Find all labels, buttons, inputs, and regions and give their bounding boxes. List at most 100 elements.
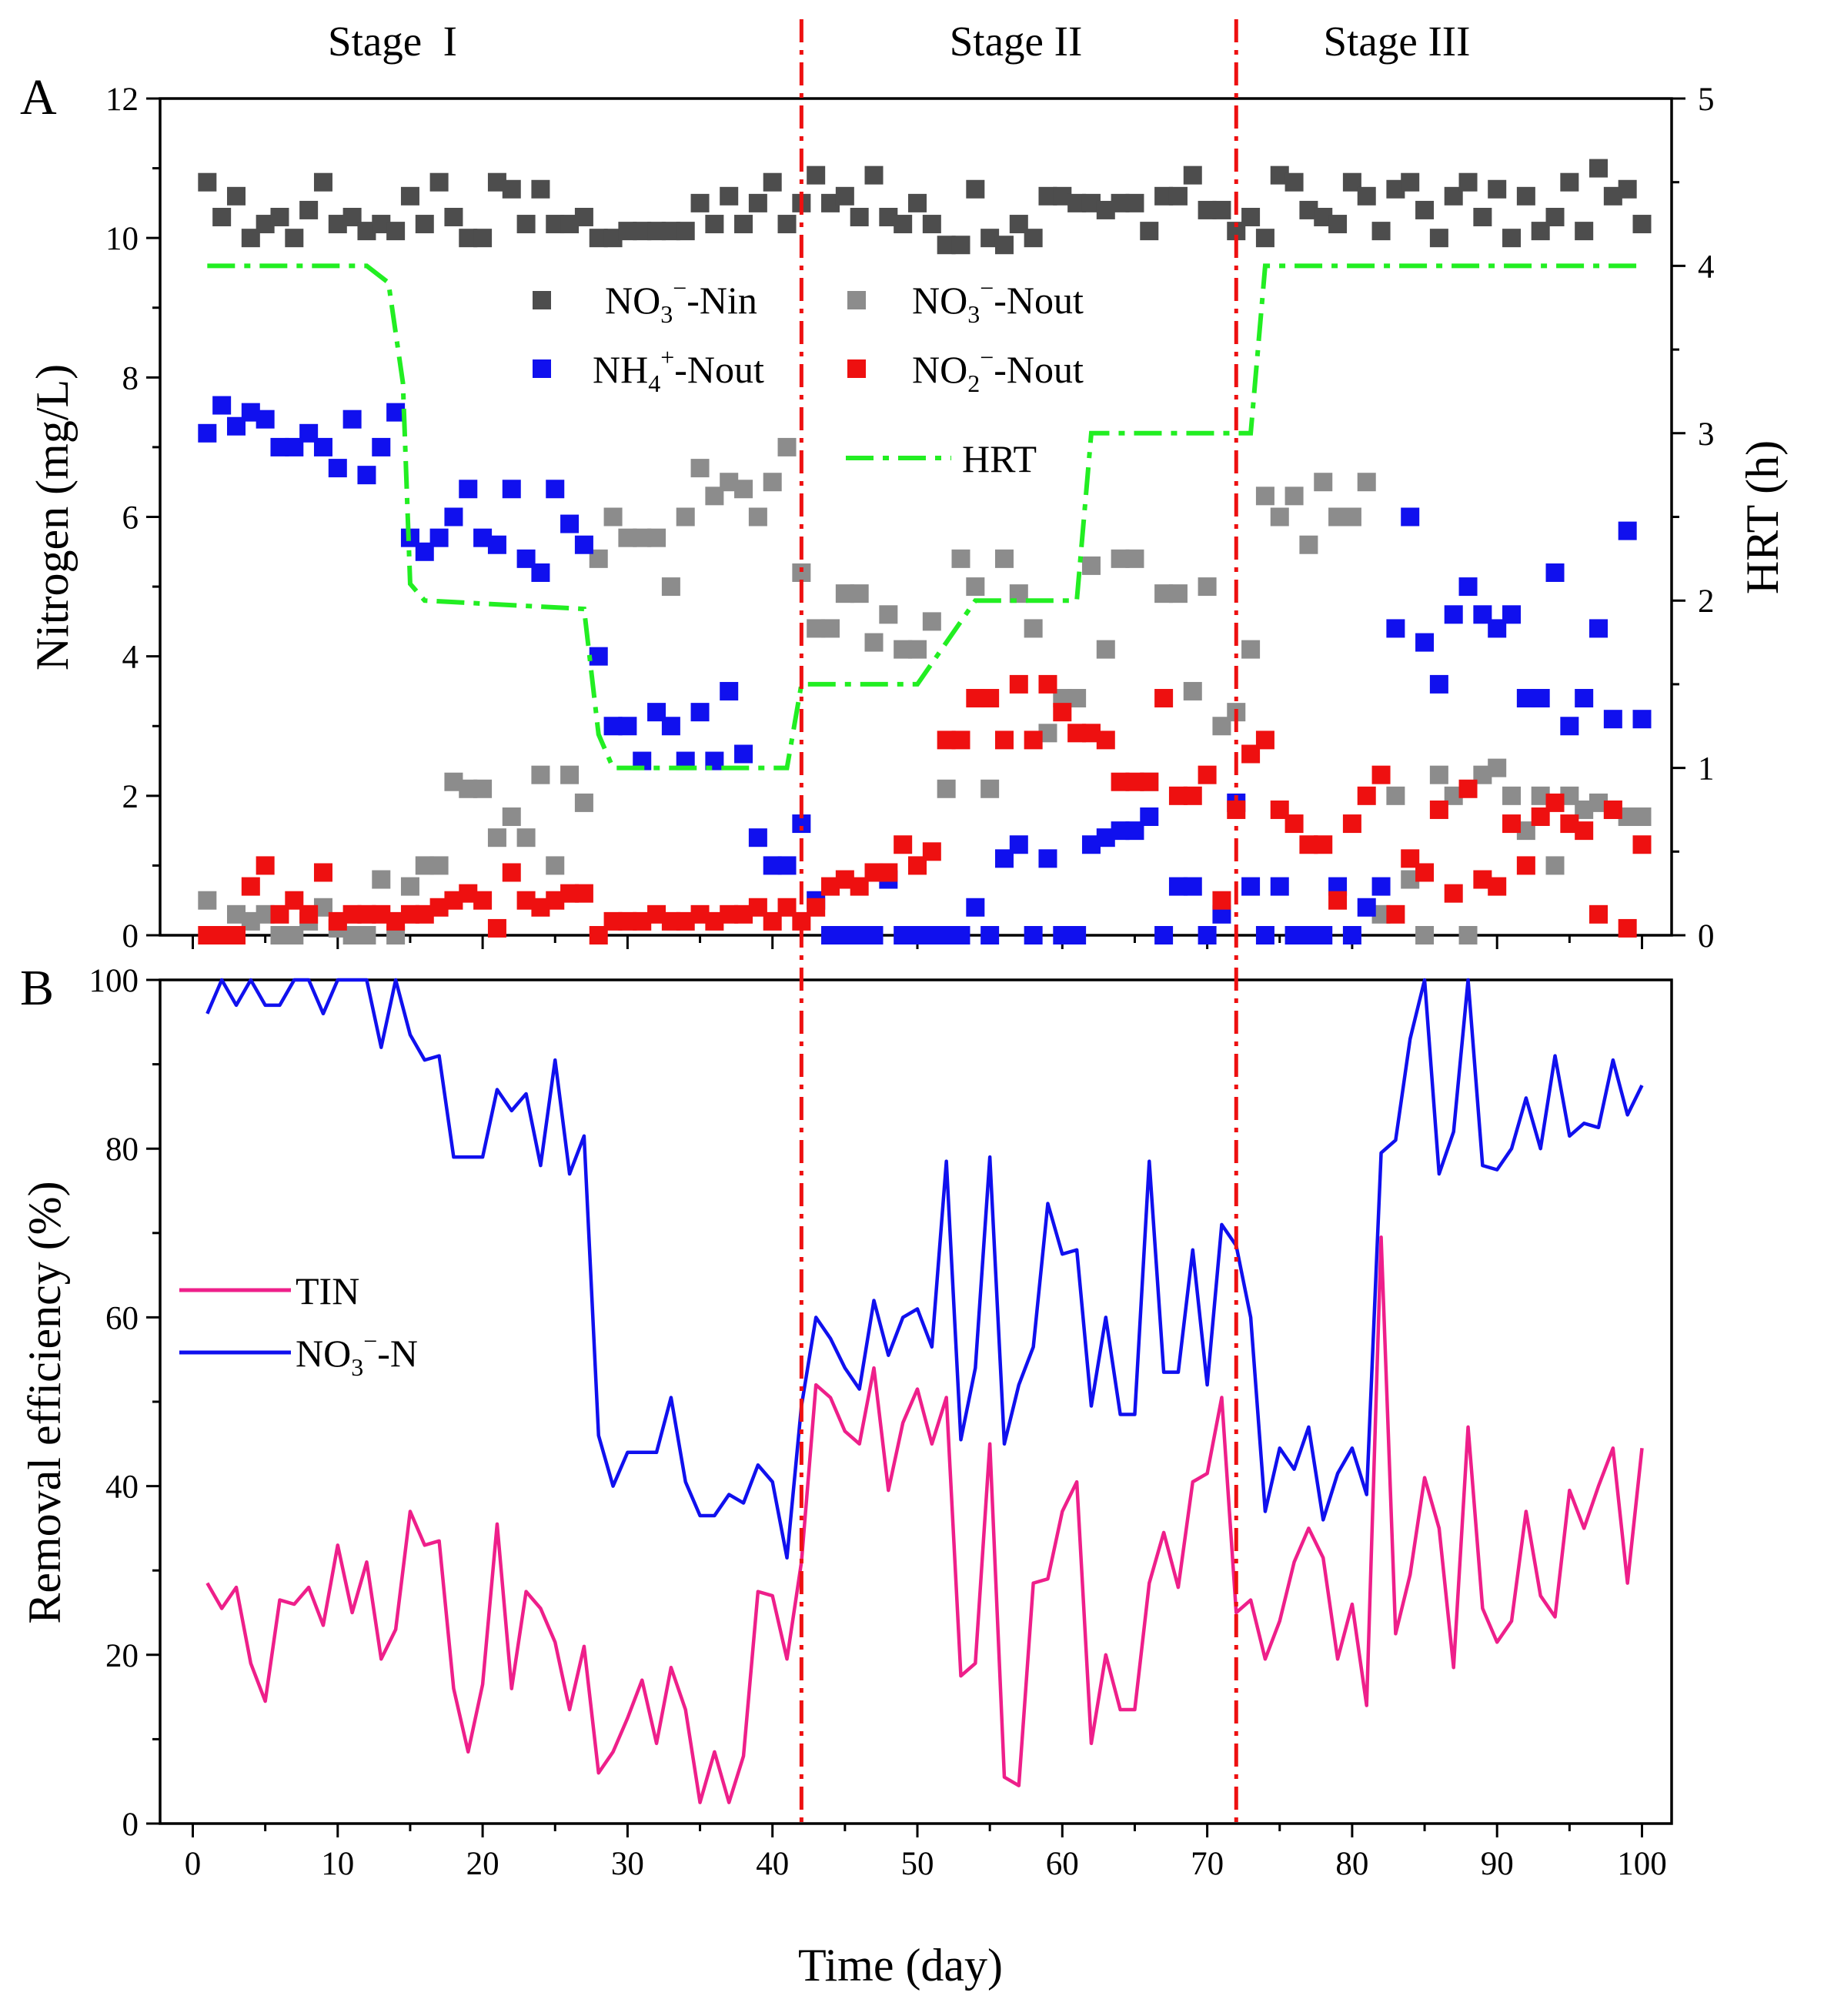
legend-label-nout: NO3−-Nout bbox=[912, 274, 1084, 328]
point-no2 bbox=[226, 926, 246, 944]
point-nh4 bbox=[589, 647, 608, 666]
point-no2 bbox=[807, 898, 826, 917]
point-no2 bbox=[1009, 674, 1028, 694]
point-nout bbox=[1299, 535, 1318, 554]
point-nout bbox=[560, 765, 580, 784]
point-nin bbox=[516, 215, 536, 234]
point-nout bbox=[850, 584, 869, 603]
panel-a-legend: NO3−-Nin NO3−-Nout NH4+-Nout NO2−-Nout HRT bbox=[533, 274, 1084, 480]
point-nin bbox=[850, 207, 869, 226]
point-nout bbox=[661, 577, 680, 597]
point-nh4 bbox=[1575, 689, 1594, 708]
point-no2 bbox=[1386, 904, 1405, 924]
point-nout bbox=[1488, 758, 1507, 777]
point-nout bbox=[531, 765, 550, 784]
legend-marker-no2 bbox=[847, 359, 866, 378]
point-nout bbox=[864, 633, 884, 652]
point-nh4 bbox=[1198, 926, 1217, 944]
point-nin bbox=[1502, 229, 1522, 248]
point-nin bbox=[1458, 172, 1478, 192]
panel-b-tag: B bbox=[20, 960, 54, 1016]
point-nout bbox=[487, 828, 506, 848]
stage-3-label: Stage III bbox=[1324, 18, 1471, 65]
point-nh4 bbox=[1255, 926, 1274, 944]
point-nh4 bbox=[690, 703, 710, 722]
point-nin bbox=[299, 200, 319, 219]
point-nin bbox=[1589, 159, 1609, 178]
point-nh4 bbox=[546, 480, 565, 499]
point-nout bbox=[1198, 577, 1217, 597]
point-nin bbox=[1168, 186, 1188, 206]
point-nin bbox=[270, 207, 289, 226]
point-no2 bbox=[574, 884, 593, 903]
point-no2 bbox=[879, 863, 898, 882]
point-no2 bbox=[1488, 877, 1507, 896]
point-nh4 bbox=[560, 514, 580, 533]
point-nh4 bbox=[1009, 835, 1028, 854]
legend-label-tin: TIN bbox=[296, 1269, 359, 1312]
point-no2 bbox=[1053, 703, 1072, 722]
point-no2 bbox=[1342, 814, 1361, 834]
point-nout bbox=[676, 507, 695, 527]
point-no2 bbox=[1140, 772, 1159, 791]
point-no2 bbox=[256, 856, 275, 875]
panel-b-legend: TIN NO3−-N bbox=[179, 1269, 418, 1381]
point-nout bbox=[574, 793, 593, 812]
point-nout bbox=[546, 856, 565, 875]
panel-b-y-tick-label: 60 bbox=[105, 1300, 139, 1336]
point-nin bbox=[894, 215, 913, 234]
point-nin bbox=[473, 229, 493, 248]
point-nin bbox=[1125, 193, 1144, 212]
point-nh4 bbox=[1024, 926, 1043, 944]
point-no2 bbox=[1429, 800, 1448, 819]
point-nh4 bbox=[531, 563, 550, 582]
point-nout bbox=[1429, 765, 1448, 784]
point-no2 bbox=[241, 877, 260, 896]
point-nh4 bbox=[748, 828, 767, 848]
point-no2 bbox=[1198, 765, 1217, 784]
point-nh4 bbox=[1429, 674, 1448, 694]
x-tick-label: 30 bbox=[611, 1846, 644, 1882]
point-nin bbox=[966, 179, 985, 199]
point-nin bbox=[908, 193, 927, 212]
point-nout bbox=[951, 549, 970, 568]
point-nh4 bbox=[342, 410, 362, 429]
point-nout bbox=[1125, 549, 1144, 568]
point-nin bbox=[835, 186, 854, 206]
point-nout bbox=[734, 480, 753, 499]
point-nin bbox=[1212, 200, 1231, 219]
point-nout bbox=[372, 870, 391, 889]
point-nout bbox=[792, 563, 811, 582]
point-no2 bbox=[473, 891, 493, 910]
point-nh4 bbox=[574, 535, 593, 554]
point-nh4 bbox=[1241, 877, 1261, 896]
point-nout bbox=[908, 640, 927, 659]
point-nh4 bbox=[313, 437, 332, 456]
x-tick-label: 90 bbox=[1481, 1846, 1514, 1882]
point-nh4 bbox=[487, 535, 506, 554]
point-nout bbox=[1168, 584, 1188, 603]
legend-label-hrt: HRT bbox=[962, 437, 1037, 480]
point-nout bbox=[1024, 619, 1043, 638]
point-nin bbox=[1632, 215, 1652, 234]
point-nin bbox=[198, 172, 217, 192]
point-nout bbox=[198, 891, 217, 910]
x-axis-label: Time (day) bbox=[798, 1940, 1003, 1991]
point-nin bbox=[922, 215, 941, 234]
point-nin bbox=[951, 236, 970, 255]
point-no2 bbox=[502, 863, 521, 882]
point-nin bbox=[864, 165, 884, 185]
point-nout bbox=[690, 459, 710, 478]
panel-a-y-tick-label: 12 bbox=[105, 82, 139, 118]
point-nin bbox=[212, 207, 232, 226]
point-nout bbox=[1241, 640, 1261, 659]
point-nh4 bbox=[980, 926, 1000, 944]
point-nout bbox=[1270, 507, 1289, 527]
point-nh4 bbox=[198, 423, 217, 443]
legend-label-no2: NO2−-Nout bbox=[912, 343, 1084, 397]
point-nh4 bbox=[1401, 507, 1420, 527]
point-no2 bbox=[313, 863, 332, 882]
point-nin bbox=[313, 172, 332, 192]
point-no2 bbox=[1444, 884, 1463, 903]
point-nin bbox=[1444, 186, 1463, 206]
